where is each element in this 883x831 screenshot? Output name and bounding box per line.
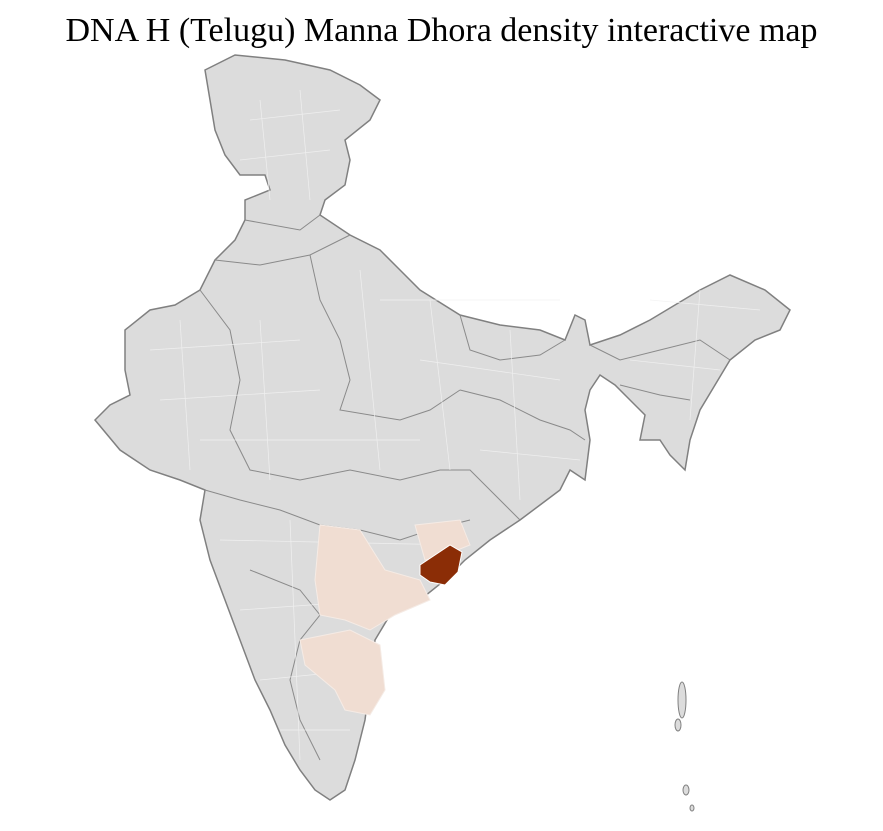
country-outline — [93, 54, 791, 801]
low-density-region — [299, 629, 386, 716]
map-title: DNA H (Telugu) Manna Dhora density inter… — [65, 12, 818, 49]
high-density-region — [419, 544, 463, 586]
islands — [674, 681, 695, 812]
state-borders — [199, 214, 731, 761]
low-density-region — [314, 524, 431, 631]
